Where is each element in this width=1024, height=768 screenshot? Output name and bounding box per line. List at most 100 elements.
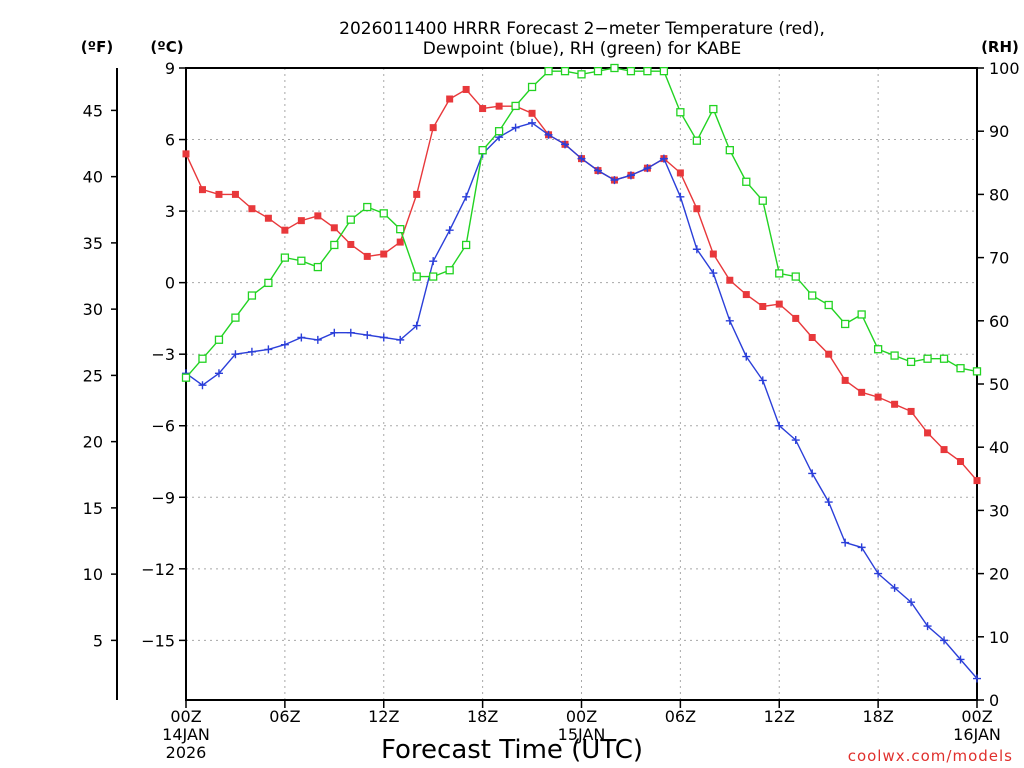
rh-tick-label: 0 xyxy=(989,691,999,710)
x-tick-label: 15JAN xyxy=(558,725,606,744)
rh-point xyxy=(198,354,207,363)
rh-point xyxy=(264,278,273,288)
dewpoint-point xyxy=(363,331,372,340)
rh-point xyxy=(742,177,751,186)
temperature-point xyxy=(314,212,322,220)
dewpoint-point xyxy=(907,598,916,607)
dewpoint-point xyxy=(346,328,355,337)
rh-point xyxy=(626,67,636,76)
dewpoint-point xyxy=(313,335,322,344)
x-tick-label: 00Z xyxy=(170,707,201,726)
credit-label: coolwx.com/models xyxy=(848,747,1013,765)
temperature-point xyxy=(693,205,701,213)
rh-point xyxy=(906,357,916,367)
rh-tick-label: 80 xyxy=(989,185,1009,204)
dewpoint-point xyxy=(511,123,520,132)
rh-tick-label: 30 xyxy=(989,501,1009,520)
temperature-point xyxy=(396,238,404,246)
dewpoint-point xyxy=(923,622,932,631)
dewpoint-point xyxy=(247,347,256,356)
dewpoint-point xyxy=(659,154,668,163)
temperature-point xyxy=(924,429,932,437)
rh-point xyxy=(692,136,702,145)
rh-point xyxy=(363,202,372,212)
dewpoint-point xyxy=(808,469,817,478)
x-tick-label: 14JAN xyxy=(162,725,210,744)
x-axis-label: Forecast Time (UTC) xyxy=(381,735,643,765)
rh-point xyxy=(808,291,817,300)
rh-point xyxy=(593,67,603,76)
rh-point xyxy=(280,253,290,262)
temperature-point xyxy=(198,186,206,194)
x-tick-label: 18Z xyxy=(467,707,498,726)
x-tick-label: 06Z xyxy=(665,707,696,726)
fahrenheit-tick-label: 40 xyxy=(83,168,103,187)
fahrenheit-tick-label: 30 xyxy=(83,300,103,319)
dewpoint-point xyxy=(280,340,289,349)
dewpoint-point xyxy=(758,376,767,385)
rh-point xyxy=(972,367,982,376)
temperature-point xyxy=(182,150,190,158)
rh-point xyxy=(873,345,883,354)
temperature-point xyxy=(940,446,948,454)
temperature-point xyxy=(775,300,783,308)
rh-point xyxy=(676,108,685,117)
rh-point xyxy=(544,67,553,76)
title-line-1: 2026011400 HRRR Forecast 2−meter Tempera… xyxy=(339,19,825,39)
dewpoint-point xyxy=(874,569,883,578)
temperature-point xyxy=(808,333,816,341)
dewpoint-point xyxy=(231,350,240,359)
dewpoint-point xyxy=(857,543,866,552)
rh-point xyxy=(577,70,586,79)
rh-point xyxy=(346,215,355,224)
dewpoint-point xyxy=(593,166,602,175)
temperature-point xyxy=(841,376,849,384)
dewpoint-point xyxy=(940,636,949,645)
fahrenheit-tick-label: 20 xyxy=(83,433,103,452)
x-tick-label: 2026 xyxy=(166,743,207,762)
temperature-point xyxy=(413,190,421,198)
dewpoint-point xyxy=(676,192,685,201)
rh-point xyxy=(791,272,800,281)
dewpoint-point xyxy=(841,538,850,547)
temperature-point xyxy=(462,85,470,93)
dewpoint-point xyxy=(742,352,751,361)
x-tick-label: 00Z xyxy=(961,707,992,726)
celsius-tick-label: 6 xyxy=(165,131,175,150)
dewpoint-point xyxy=(330,328,339,337)
rh-point xyxy=(560,67,570,76)
fahrenheit-tick-label: 35 xyxy=(83,234,103,253)
series-rh xyxy=(181,63,982,382)
dewpoint-point xyxy=(775,421,784,430)
rh-tick-label: 50 xyxy=(989,375,1009,394)
series-dewpoint xyxy=(182,118,981,683)
x-tick-label: 06Z xyxy=(269,707,300,726)
fahrenheit-tick-label: 10 xyxy=(83,565,103,584)
temperature-point xyxy=(281,226,289,234)
temperature-point xyxy=(297,217,305,225)
temperature-point xyxy=(347,240,355,248)
dewpoint-point xyxy=(214,369,223,378)
celsius-tick-label: −12 xyxy=(141,560,175,579)
dewpoint-point xyxy=(264,345,273,354)
dewpoint-point xyxy=(610,176,619,185)
rh-point xyxy=(379,209,388,218)
x-tick-label: 12Z xyxy=(368,707,399,726)
rh-point xyxy=(330,240,339,250)
rh-point xyxy=(478,146,487,155)
rh-point xyxy=(709,104,718,114)
rh-point xyxy=(494,127,504,136)
temperature-point xyxy=(380,250,388,258)
temperature-point xyxy=(676,169,684,177)
temperature-point xyxy=(891,400,899,408)
dewpoint-point xyxy=(412,321,421,330)
temperature-point xyxy=(973,477,981,485)
dewpoint-point xyxy=(429,257,438,266)
temperature-point xyxy=(264,214,272,222)
fahrenheit-tick-label: 15 xyxy=(83,499,103,518)
rh-point xyxy=(775,269,784,278)
rh-point xyxy=(659,67,669,76)
rh-point xyxy=(725,146,734,155)
rh-point xyxy=(429,272,438,281)
celsius-tick-label: −6 xyxy=(151,417,175,436)
